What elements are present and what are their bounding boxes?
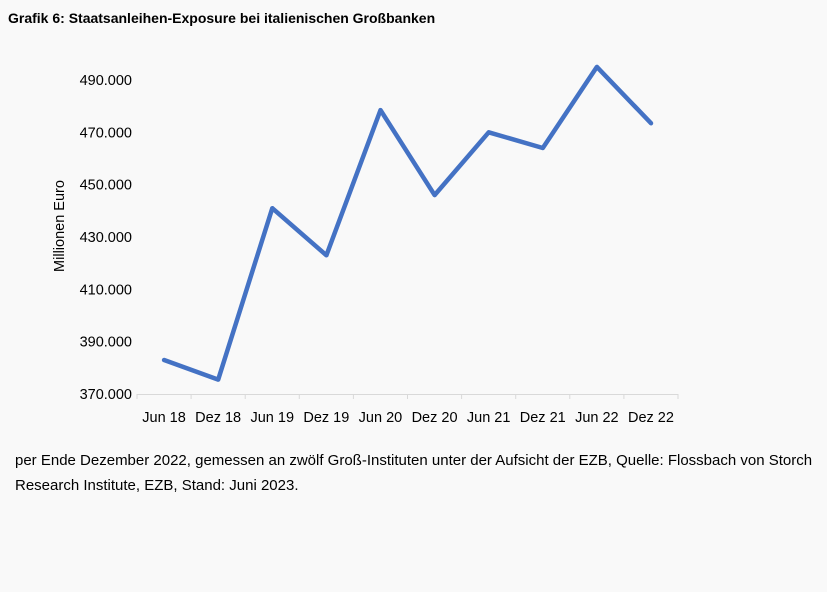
chart-title: Grafik 6: Staatsanleihen-Exposure bei it… [8, 10, 436, 26]
x-tick-label: Dez 19 [303, 410, 349, 426]
y-tick-label: 390.000 [80, 335, 132, 351]
y-tick-label: 450.000 [80, 178, 132, 194]
x-axis-ticks: Jun 18 Dez 18 Jun 19 Dez 19 Jun 20 Dez 20 Jun … [136, 394, 679, 426]
y-tick-label: 490.000 [80, 73, 132, 89]
y-tick-label: 430.000 [80, 230, 132, 246]
x-tick-label: Dez 21 [520, 410, 566, 426]
x-tick-label: Jun 21 [467, 410, 511, 426]
series-line [161, 64, 654, 382]
chart-footnote: per Ende Dezember 2022, gemessen an zwöl… [15, 452, 813, 494]
y-tick-label: 370.000 [80, 387, 132, 403]
y-axis-label: Millionen Euro [52, 180, 68, 272]
y-tick-label: 470.000 [80, 125, 132, 141]
x-tick-label: Dez 22 [628, 410, 674, 426]
y-axis-ticks: 370.000 390.000 410.000 430.000 450.000 470.0… [80, 73, 132, 403]
x-tick-label: Dez 18 [195, 410, 241, 426]
x-tick-label: Jun 22 [575, 410, 619, 426]
x-tick-label: Jun 20 [359, 410, 403, 426]
y-tick-label: 410.000 [80, 282, 132, 298]
line-chart: 370.000 390.000 410.000 430.000 450.000 470.0… [52, 64, 679, 426]
x-tick-label: Dez 20 [412, 410, 458, 426]
x-tick-label: Jun 19 [250, 410, 294, 426]
x-tick-label: Jun 18 [142, 410, 186, 426]
